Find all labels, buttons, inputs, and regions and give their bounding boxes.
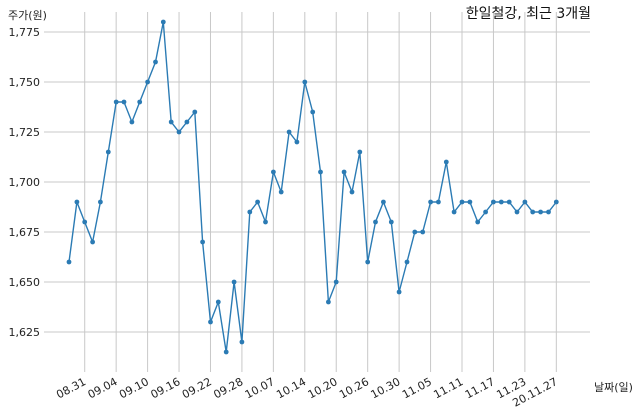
data-point (184, 119, 190, 125)
y-tick-label: 1,750 (9, 76, 41, 89)
data-point (365, 259, 371, 265)
data-point (396, 289, 402, 295)
data-point (491, 199, 496, 205)
data-point (105, 149, 111, 155)
data-point (553, 199, 559, 205)
x-tick-label: 10.20 (306, 375, 340, 401)
x-tick-labels: 08.3109.0409.1009.1609.2209.2810.0710.14… (54, 375, 560, 409)
data-point (506, 199, 512, 205)
data-point (428, 199, 433, 205)
x-axis-label: 날짜(일) (594, 380, 633, 394)
data-point (129, 119, 135, 125)
x-grid (84, 12, 557, 372)
data-point (451, 209, 457, 215)
data-point (160, 19, 166, 25)
y-tick-label: 1,700 (9, 176, 41, 189)
data-point (436, 199, 441, 205)
x-tick-label: 09.22 (180, 375, 214, 401)
data-point (239, 339, 245, 345)
data-point (286, 129, 292, 135)
chart-title: 한일철강, 최근 3개월 (466, 6, 591, 22)
data-point (420, 229, 426, 235)
y-tick-label: 1,650 (9, 276, 41, 289)
y-axis-label: 주가(원) (8, 9, 47, 22)
y-grid (44, 31, 590, 333)
x-tick-label: 10.14 (274, 375, 308, 401)
data-point (98, 199, 103, 205)
data-point (522, 199, 528, 205)
data-point (412, 229, 418, 235)
data-point (310, 109, 316, 115)
data-point (483, 209, 488, 215)
data-point (459, 199, 465, 205)
data-point (168, 119, 174, 125)
data-point (333, 279, 339, 285)
data-point (388, 219, 394, 225)
x-tick-label: 11.05 (400, 375, 434, 401)
data-point (294, 139, 300, 145)
data-point (113, 99, 119, 105)
data-point (74, 199, 80, 205)
data-point (82, 219, 88, 225)
data-point (255, 199, 260, 205)
price-points (66, 19, 559, 355)
data-point (153, 59, 158, 65)
y-tick-label: 1,775 (9, 26, 41, 39)
data-point (208, 319, 213, 325)
x-tick-label: 10.26 (337, 375, 371, 401)
data-point (302, 79, 308, 85)
x-tick-label: 09.10 (117, 375, 151, 401)
price-series-line (68, 21, 557, 353)
data-point (192, 109, 198, 115)
data-point (349, 189, 355, 195)
x-tick-label: 09.28 (211, 375, 245, 401)
data-point (145, 79, 151, 85)
data-point (514, 209, 520, 215)
data-point (326, 299, 331, 305)
data-point (247, 209, 253, 215)
data-point (475, 219, 481, 225)
y-tick-labels: 1,625 1,650 1,675 1,700 1,725 1,750 1,775 (9, 26, 41, 339)
x-tick-label: 09.04 (86, 375, 120, 401)
data-point (176, 129, 182, 135)
data-point (200, 239, 206, 245)
data-point (90, 239, 95, 245)
x-tick-label: 08.31 (54, 375, 88, 401)
data-point (271, 169, 276, 175)
data-point (357, 149, 363, 155)
data-point (137, 99, 143, 105)
y-tick-label: 1,725 (9, 126, 41, 139)
y-tick-label: 1,625 (9, 326, 41, 339)
data-point (223, 349, 229, 355)
data-point (318, 169, 323, 175)
data-point (530, 209, 536, 215)
x-tick-label: 09.16 (149, 375, 183, 401)
data-point (121, 99, 127, 105)
data-point (467, 199, 473, 205)
data-point (546, 209, 551, 215)
x-tick-label: 10.30 (369, 375, 403, 401)
data-point (381, 199, 386, 205)
x-tick-label: 10.07 (243, 375, 277, 401)
data-point (66, 259, 72, 265)
data-point (404, 259, 410, 265)
x-tick-label: 11.11 (431, 375, 465, 401)
data-point (263, 219, 268, 225)
data-point (341, 169, 347, 175)
data-point (231, 279, 237, 285)
data-point (538, 209, 543, 215)
y-tick-label: 1,675 (9, 226, 41, 239)
data-point (443, 159, 449, 165)
data-point (215, 299, 221, 305)
data-point (373, 219, 378, 225)
data-point (278, 189, 284, 195)
x-tick-label: 11.17 (463, 375, 497, 401)
data-point (498, 199, 504, 205)
